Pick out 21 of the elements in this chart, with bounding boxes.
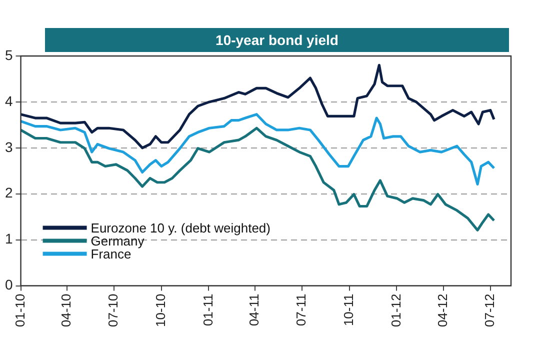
x-tick-label: 10-10 xyxy=(152,294,168,327)
y-tick-label: 1 xyxy=(4,230,13,247)
y-tick-label: 2 xyxy=(4,184,13,201)
legend-label: Germany xyxy=(90,233,145,248)
y-tick-label: 5 xyxy=(4,46,13,63)
x-tick-label: 04-12 xyxy=(435,294,450,327)
y-tick-label: 3 xyxy=(4,138,13,155)
legend-label: France xyxy=(90,246,132,262)
x-tick-label: 07-12 xyxy=(482,294,497,327)
x-tick-label: 01-10 xyxy=(12,294,28,327)
x-tick-label: 07-11 xyxy=(294,294,309,326)
x-tick-label: 07-10 xyxy=(106,294,121,327)
legend-label: Eurozone 10 y. (debt weighted) xyxy=(90,220,270,236)
y-tick-label: 0 xyxy=(4,276,13,293)
x-tick-label: 04-11 xyxy=(246,294,262,326)
x-tick-label: 01-12 xyxy=(388,294,404,327)
chart-title: 10-year bond yield xyxy=(45,28,509,52)
x-tick-label: 01-11 xyxy=(200,294,216,326)
y-tick-label: 4 xyxy=(4,92,13,109)
x-tick-label: 04-10 xyxy=(58,294,74,327)
x-tick-label: 10-11 xyxy=(340,294,356,326)
